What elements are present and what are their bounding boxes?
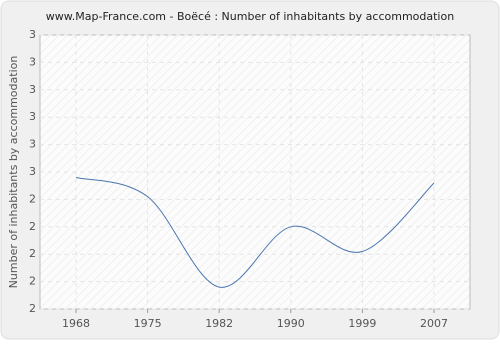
chart-title: www.Map-France.com - Boëcé : Number of i… [46, 10, 454, 23]
y-tick-label: 2 [29, 247, 36, 260]
x-tick-label: 2007 [420, 317, 448, 330]
data-line [75, 176, 435, 288]
y-axis-label: Number of inhabitants by accommodation [7, 56, 20, 289]
y-tick-label: 3 [29, 138, 36, 151]
y-tick-label: 2 [29, 192, 36, 205]
x-tick-label: 1999 [348, 317, 376, 330]
x-tick-label: 1990 [277, 317, 305, 330]
x-tick-label: 1968 [62, 317, 90, 330]
x-tick-label: 1982 [205, 317, 233, 330]
y-tick-label: 3 [29, 55, 36, 68]
y-tick-label: 3 [29, 83, 36, 96]
y-tick-label: 3 [29, 110, 36, 123]
y-tick-label: 3 [29, 28, 36, 41]
x-tick-label: 1975 [134, 317, 162, 330]
y-tick-label: 2 [29, 275, 36, 288]
plot-area [39, 34, 471, 310]
y-tick-label: 3 [29, 165, 36, 178]
y-tick-label: 2 [29, 220, 36, 233]
y-tick-label: 2 [29, 302, 36, 315]
